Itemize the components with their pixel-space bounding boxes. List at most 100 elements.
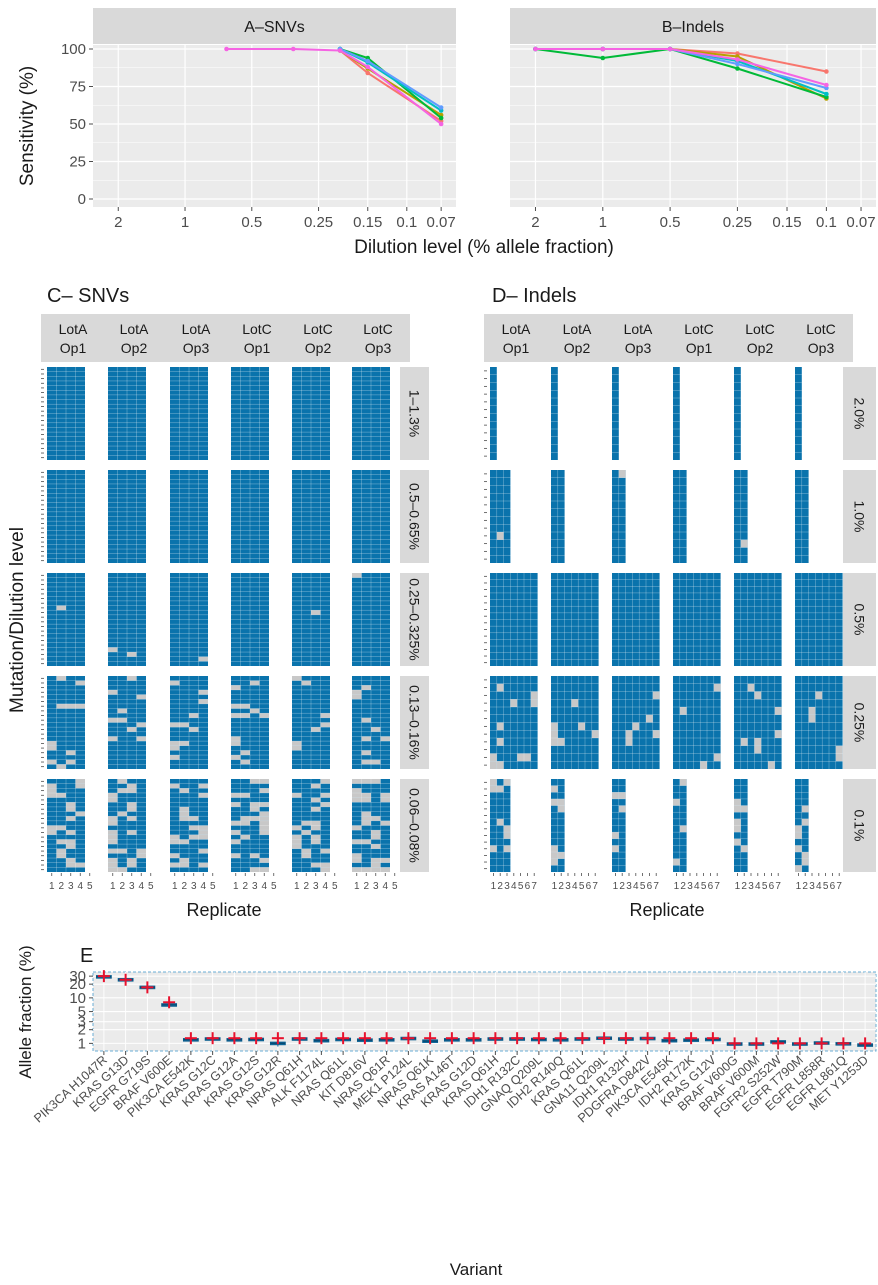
missed-cell bbox=[170, 839, 180, 845]
missed-cell bbox=[311, 727, 321, 732]
x-tick-label: 2 bbox=[363, 881, 369, 892]
missed-cell bbox=[496, 785, 504, 793]
missed-cell bbox=[801, 852, 809, 859]
missed-cell bbox=[259, 811, 269, 817]
missed-cell bbox=[240, 820, 250, 826]
x-tick-label: 1 bbox=[599, 214, 607, 231]
x-tick-label: 4 bbox=[511, 881, 517, 892]
series-point-b bbox=[533, 46, 538, 52]
x-axis-title-e: Variant bbox=[450, 1260, 503, 1279]
missed-cell bbox=[301, 853, 311, 859]
missed-cell bbox=[47, 783, 57, 789]
missed-cell bbox=[352, 825, 362, 831]
x-tick-label: 4 bbox=[261, 881, 267, 892]
missed-cell bbox=[136, 853, 146, 859]
missed-cell bbox=[352, 689, 362, 695]
missed-cell bbox=[189, 825, 199, 831]
column-strip-label: Op1 bbox=[60, 340, 87, 356]
x-tick-label: 7 bbox=[836, 881, 842, 892]
missed-cell bbox=[557, 798, 565, 806]
series-point-b bbox=[824, 82, 829, 88]
x-tick-label: 0.25 bbox=[304, 214, 333, 231]
missed-cell bbox=[56, 839, 66, 845]
missed-cell bbox=[371, 858, 381, 863]
x-tick-label: 2 bbox=[119, 881, 125, 892]
missed-cell bbox=[250, 680, 260, 686]
series-point-b bbox=[600, 46, 606, 52]
x-tick-label: 1 bbox=[491, 881, 497, 892]
missed-cell bbox=[371, 867, 381, 872]
x-tick-label: 5 bbox=[823, 881, 829, 892]
x-tick-label: 1 bbox=[181, 214, 189, 231]
column-strip-c-3 bbox=[225, 314, 289, 362]
missed-cell bbox=[189, 816, 199, 821]
missed-cell bbox=[259, 830, 269, 835]
missed-cell bbox=[361, 839, 371, 845]
missed-cell bbox=[361, 779, 371, 784]
missed-cell bbox=[734, 838, 741, 846]
missed-cell bbox=[117, 717, 127, 723]
x-tick-label: 3 bbox=[252, 881, 258, 892]
missed-cell bbox=[371, 727, 381, 732]
panel-ab-sensitivity: A–SNVs 2 1 0.5 0.25 0.15 0.1 0.07 0 25 50 75 100 B–In… bbox=[17, 8, 876, 258]
x-tick-label: 7 bbox=[714, 881, 720, 892]
x-tick-label: 3 bbox=[565, 881, 571, 892]
missed-cell bbox=[734, 818, 741, 826]
missed-cell bbox=[490, 845, 497, 853]
column-strip-label: LotA bbox=[502, 321, 531, 337]
x-tick-label: 5 bbox=[271, 881, 277, 892]
missed-cell bbox=[75, 862, 85, 868]
x-tick-label: 1 bbox=[233, 881, 239, 892]
missed-cell bbox=[571, 699, 579, 707]
column-strip-label: Op2 bbox=[747, 340, 774, 356]
missed-cell bbox=[311, 825, 321, 831]
missed-cell bbox=[179, 811, 189, 817]
plot-panel-a bbox=[93, 45, 456, 207]
x-tick-label: 0.07 bbox=[846, 214, 875, 231]
missed-cell bbox=[352, 792, 362, 798]
x-tick-label: 1 bbox=[552, 881, 558, 892]
missed-cell bbox=[679, 825, 687, 833]
missed-cell bbox=[361, 811, 371, 817]
missed-cell bbox=[361, 759, 371, 765]
column-strip-label: LotA bbox=[624, 321, 653, 337]
missed-cell bbox=[774, 730, 782, 738]
missed-cell bbox=[47, 792, 57, 798]
missed-cell bbox=[352, 839, 362, 845]
missed-cell bbox=[231, 755, 241, 760]
x-tick-label: 6 bbox=[830, 881, 836, 892]
x-tick-label: 5 bbox=[87, 881, 93, 892]
missed-cell bbox=[136, 694, 146, 700]
missed-cell bbox=[56, 792, 66, 798]
x-tick-label: 4 bbox=[816, 881, 822, 892]
missed-cell bbox=[127, 676, 137, 681]
missed-cell bbox=[66, 862, 76, 868]
strip-label-b: B–Indels bbox=[662, 19, 724, 36]
missed-cell bbox=[250, 708, 260, 714]
missed-cell bbox=[618, 470, 626, 478]
missed-cell bbox=[108, 834, 118, 840]
missed-cell bbox=[673, 798, 680, 806]
x-tick-label: 2 bbox=[558, 881, 564, 892]
missed-cell bbox=[231, 792, 241, 798]
row-strip-label: 0.1% bbox=[852, 810, 868, 842]
missed-cell bbox=[170, 755, 180, 760]
missed-cell bbox=[108, 689, 118, 695]
missed-cell bbox=[56, 853, 66, 859]
missed-cell bbox=[380, 792, 390, 798]
x-tick-label: 0.15 bbox=[772, 214, 801, 231]
missed-cell bbox=[66, 806, 76, 812]
x-tick-label: 5 bbox=[210, 881, 216, 892]
missed-cell bbox=[56, 605, 66, 611]
missed-cell bbox=[127, 806, 137, 812]
series-point-a bbox=[365, 70, 371, 76]
missed-cell bbox=[557, 852, 565, 859]
row-strip-label: 1–1.3% bbox=[407, 390, 423, 437]
missed-cell bbox=[679, 779, 687, 786]
column-strip-d-0 bbox=[484, 314, 548, 362]
missed-cell bbox=[117, 788, 127, 793]
x-tick-label: 1 bbox=[613, 881, 619, 892]
column-strip-d-5 bbox=[789, 314, 853, 362]
x-tick-label: 2 bbox=[181, 881, 187, 892]
strip-b bbox=[510, 8, 876, 44]
